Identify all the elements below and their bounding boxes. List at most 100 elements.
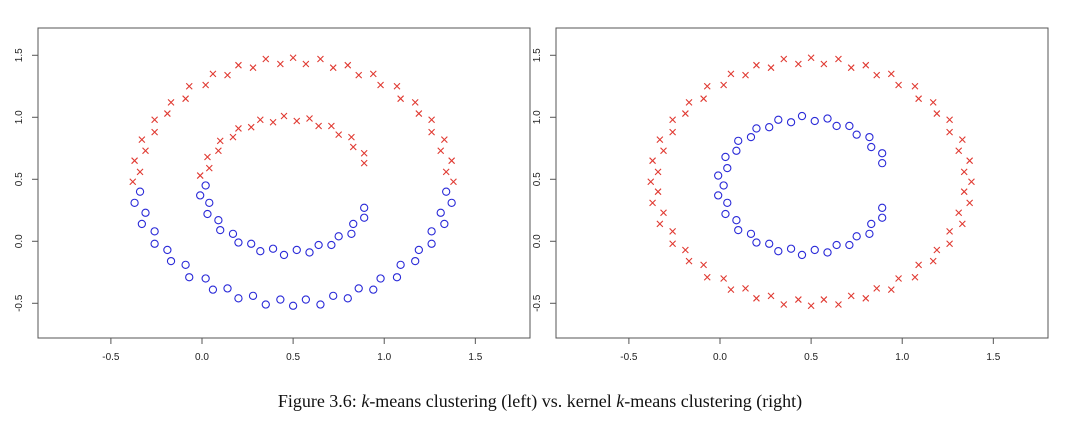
y-tick-label: 1.0 — [532, 110, 543, 124]
point-cross — [235, 125, 242, 132]
point-circle — [440, 219, 449, 229]
point-cross — [654, 168, 662, 176]
x-tick-label: 0.5 — [286, 352, 300, 363]
point-cross — [276, 60, 284, 68]
point-circle — [823, 248, 832, 257]
point-circle — [223, 284, 232, 293]
x-tick-label: 0.0 — [713, 352, 727, 363]
point-cross — [229, 133, 237, 141]
point-cross — [369, 70, 377, 78]
point-cross — [293, 117, 301, 125]
point-cross — [742, 285, 749, 292]
point-cross — [794, 60, 802, 68]
point-circle — [130, 198, 139, 207]
point-cross — [249, 64, 257, 72]
point-cross — [393, 82, 401, 90]
point-cross — [317, 55, 324, 63]
point-cross — [224, 71, 231, 79]
point-circle — [878, 203, 887, 212]
point-circle — [276, 295, 285, 304]
point-cross — [360, 159, 368, 167]
point-cross — [138, 136, 146, 143]
point-circle — [797, 111, 807, 121]
y-tick-label: -0.5 — [14, 294, 25, 312]
point-circle — [878, 159, 887, 168]
point-cross — [767, 64, 775, 72]
point-cross — [202, 81, 210, 89]
point-cross — [929, 99, 937, 106]
point-circle — [347, 229, 356, 238]
point-cross — [911, 82, 919, 90]
point-cross — [862, 61, 870, 69]
point-circle — [765, 123, 774, 132]
point-cross — [946, 227, 953, 235]
y-tick-label: 1.5 — [532, 48, 543, 62]
point-cross — [960, 168, 968, 176]
point-circle — [786, 118, 796, 127]
point-cross — [727, 286, 735, 294]
plot-frame — [37, 27, 531, 339]
x-tick-label: 1.0 — [377, 352, 391, 363]
point-cross — [649, 157, 656, 165]
point-circle — [436, 208, 445, 217]
point-circle — [719, 181, 728, 190]
point-circle — [137, 219, 147, 229]
caption-text: Figure 3.6: — [278, 391, 362, 411]
point-cross — [360, 149, 368, 157]
point-circle — [752, 124, 761, 133]
point-cross — [377, 81, 384, 89]
point-cross — [327, 122, 335, 130]
point-cross — [348, 133, 355, 141]
point-circle — [305, 248, 314, 257]
point-circle — [185, 273, 194, 282]
point-cross — [915, 261, 923, 269]
point-cross — [966, 157, 974, 165]
point-cross — [329, 64, 337, 72]
point-cross — [205, 164, 213, 172]
point-cross — [727, 70, 735, 78]
point-circle — [205, 198, 214, 207]
point-circle — [247, 239, 256, 248]
point-cross — [703, 273, 711, 281]
point-circle — [234, 238, 243, 247]
point-circle — [774, 115, 783, 124]
point-cross — [946, 240, 953, 248]
y-tick-label: 0.0 — [14, 234, 25, 248]
point-circle — [797, 250, 807, 260]
point-circle — [203, 209, 212, 219]
point-cross — [946, 128, 953, 136]
plot-frame — [555, 27, 1049, 339]
point-circle — [723, 198, 732, 207]
point-circle — [166, 256, 176, 266]
point-circle — [208, 285, 218, 294]
point-circle — [216, 225, 225, 235]
point-cross — [262, 55, 270, 63]
point-cross — [933, 110, 941, 117]
point-circle — [442, 187, 451, 196]
point-cross — [685, 257, 693, 265]
point-circle — [447, 198, 456, 207]
point-circle — [774, 247, 783, 256]
point-cross — [835, 301, 842, 308]
point-cross — [306, 115, 313, 122]
point-cross — [660, 209, 667, 217]
point-circle — [734, 136, 743, 145]
point-circle — [721, 152, 730, 162]
point-cross — [247, 123, 255, 131]
point-cross — [289, 54, 297, 62]
point-cross — [895, 275, 902, 282]
point-circle — [248, 291, 258, 300]
point-circle — [723, 163, 732, 173]
point-circle — [354, 284, 363, 293]
point-circle — [867, 219, 876, 229]
point-cross — [448, 157, 456, 165]
point-circle — [832, 121, 841, 131]
point-circle — [845, 121, 854, 131]
point-cross — [887, 286, 895, 294]
point-cross — [185, 82, 193, 90]
point-cross — [820, 296, 828, 303]
point-circle — [786, 244, 796, 253]
point-cross — [204, 153, 211, 161]
